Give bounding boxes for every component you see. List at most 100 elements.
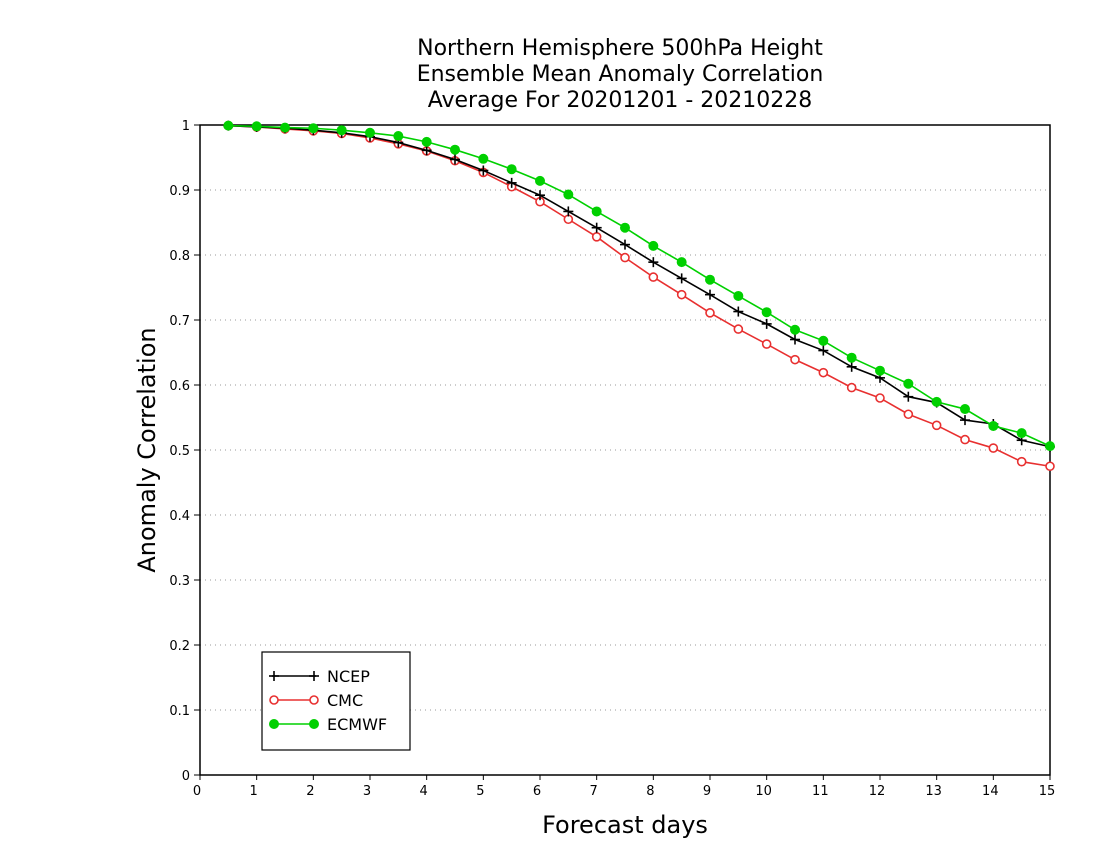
data-point-ecmwf — [336, 125, 347, 136]
legend-marker-ecmwf — [269, 719, 279, 729]
data-point-ncep — [421, 145, 432, 156]
data-point-cmc — [1045, 461, 1055, 472]
data-point-ecmwf — [761, 307, 772, 318]
data-point-ecmwf — [308, 123, 319, 134]
x-tick-label: 1 — [250, 784, 258, 799]
y-tick-label: 0 — [182, 769, 190, 784]
data-point-ecmwf — [563, 189, 574, 200]
data-point-ecmwf — [620, 222, 630, 233]
data-point-ncep — [790, 334, 800, 345]
data-point-cmc — [790, 354, 800, 365]
y-tick-label: 0.8 — [169, 249, 190, 264]
data-point-cmc — [676, 289, 687, 300]
data-point-ecmwf — [988, 420, 999, 431]
x-tick-label: 9 — [703, 784, 711, 799]
chart-title-line-1: Northern Hemisphere 500hPa Height — [417, 36, 823, 61]
chart-title-line-2: Ensemble Mean Anomaly Correlation — [416, 62, 824, 87]
data-point-ncep — [960, 415, 970, 426]
data-point-cmc — [846, 382, 857, 393]
x-tick-label: 6 — [533, 784, 541, 799]
series-cmc — [223, 120, 1055, 472]
data-point-cmc — [875, 393, 885, 403]
data-point-ecmwf — [393, 131, 404, 142]
data-point-ecmwf — [251, 121, 262, 132]
x-tick-label: 8 — [646, 784, 654, 799]
data-point-ncep — [450, 154, 460, 165]
legend-marker-ncep — [269, 671, 279, 681]
data-point-cmc — [931, 420, 942, 431]
data-point-cmc — [705, 308, 715, 318]
data-point-ecmwf — [478, 153, 489, 164]
y-tick-label: 0.9 — [169, 184, 190, 199]
data-point-ncep — [903, 391, 914, 402]
series-line-cmc — [228, 124, 1051, 468]
data-point-ecmwf — [365, 127, 375, 138]
x-tick-label: 11 — [812, 784, 829, 799]
series-layer — [223, 120, 1055, 472]
legend-marker-ecmwf — [309, 719, 319, 729]
data-point-ecmwf — [960, 404, 970, 415]
x-tick-label: 10 — [755, 784, 772, 799]
data-point-cmc — [818, 367, 829, 378]
data-point-ncep — [846, 361, 857, 372]
data-point-ncep — [563, 206, 574, 217]
x-tick-label: 2 — [306, 784, 314, 799]
data-point-ecmwf — [421, 136, 432, 147]
legend-item-ecmwf: ECMWF — [269, 715, 387, 734]
data-point-cmc — [733, 324, 744, 334]
data-point-ecmwf — [648, 240, 659, 251]
y-axis-label: Anomaly Correlation — [133, 327, 161, 572]
data-point-ecmwf — [875, 365, 885, 376]
data-point-ncep — [591, 222, 602, 233]
data-point-ncep — [705, 289, 715, 300]
axis-ticks: 00.10.20.30.40.50.60.70.80.910 1 2 3 4 5 6 7 8 9 1… — [169, 119, 1055, 799]
y-tick-label: 1 — [182, 119, 190, 134]
legend-marker-cmc — [309, 695, 319, 705]
data-point-ecmwf — [591, 206, 602, 217]
y-tick-label: 0.7 — [169, 314, 190, 329]
data-point-ecmwf — [903, 378, 914, 389]
y-tick-label: 0.1 — [169, 704, 190, 719]
data-point-ecmwf — [931, 396, 942, 407]
data-point-ncep — [506, 177, 517, 188]
x-tick-label: 0 — [193, 784, 201, 799]
series-ncep — [223, 120, 1055, 452]
x-tick-label: 4 — [420, 784, 428, 799]
y-tick-label: 0.2 — [169, 639, 190, 654]
data-point-cmc — [648, 272, 659, 282]
legend-marker-ncep — [309, 671, 319, 681]
data-point-cmc — [988, 443, 999, 453]
data-point-ecmwf — [223, 120, 234, 131]
data-point-ecmwf — [450, 144, 460, 155]
data-point-ecmwf — [818, 335, 829, 346]
y-tick-label: 0.6 — [169, 379, 190, 394]
legend: NCEP CMC ECMWF — [261, 651, 411, 751]
legend-box — [261, 651, 411, 751]
legend-label-ecmwf: ECMWF — [327, 715, 387, 734]
legend-marker-cmc — [269, 695, 279, 705]
data-point-ecmwf — [846, 352, 857, 363]
data-point-ecmwf — [280, 122, 290, 133]
x-tick-label: 13 — [925, 784, 942, 799]
x-tick-label: 7 — [590, 784, 598, 799]
grid-lines — [200, 189, 1050, 711]
data-point-ncep — [648, 257, 659, 268]
data-point-ncep — [761, 318, 772, 329]
chart-title-line-3: Average For 20201201 - 20210228 — [427, 88, 813, 113]
data-point-cmc — [1016, 456, 1027, 467]
x-tick-label: 3 — [363, 784, 371, 799]
x-tick-label: 14 — [982, 784, 999, 799]
data-point-ncep — [620, 239, 630, 250]
data-point-cmc — [761, 339, 772, 349]
data-point-ncep — [818, 345, 829, 356]
data-point-ecmwf — [506, 164, 517, 175]
data-point-cmc — [903, 409, 914, 420]
data-point-ncep — [733, 306, 744, 317]
data-point-ecmwf — [1016, 428, 1027, 439]
data-point-ecmwf — [733, 290, 744, 301]
data-point-ecmwf — [1045, 441, 1055, 452]
series-line-ncep — [228, 124, 1051, 448]
x-tick-label: 12 — [869, 784, 886, 799]
data-point-ecmwf — [676, 257, 687, 268]
